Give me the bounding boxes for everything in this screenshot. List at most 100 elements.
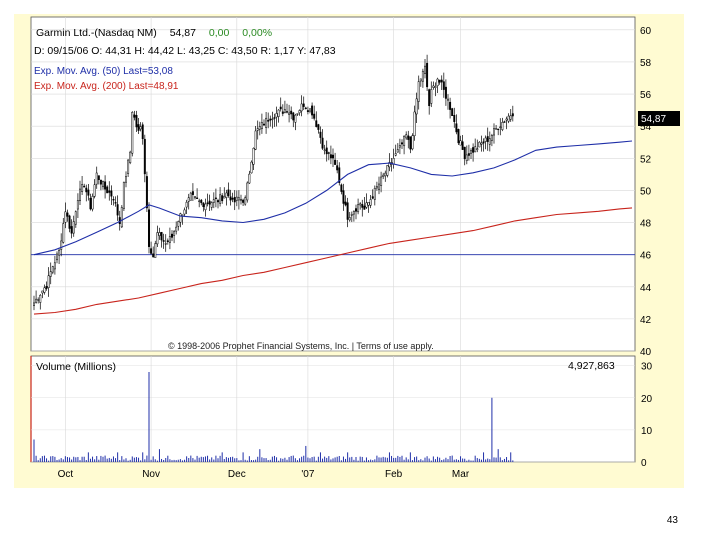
- candle-body: [248, 173, 251, 184]
- candle-body: [350, 214, 353, 216]
- candle-body: [160, 231, 163, 241]
- candle-body: [444, 86, 447, 99]
- candle-body: [357, 204, 360, 213]
- candle-body: [476, 148, 479, 151]
- candle-body: [275, 113, 278, 118]
- candle-body: [39, 294, 42, 303]
- candle-body: [152, 253, 155, 258]
- month-label: Dec: [228, 469, 246, 480]
- month-label: Nov: [142, 469, 160, 480]
- candle-body: [214, 197, 217, 199]
- candle-body: [43, 287, 46, 293]
- volume-last-value: 4,927,863: [568, 360, 615, 372]
- ema-200-line: [33, 207, 633, 315]
- candle-body: [438, 79, 441, 83]
- candle-body: [384, 172, 387, 177]
- candle-body: [133, 114, 136, 118]
- candle-body: [413, 111, 416, 137]
- candle-body: [325, 147, 328, 155]
- candle-body: [110, 190, 113, 197]
- page-number: 43: [666, 515, 678, 526]
- candle-body: [108, 190, 111, 193]
- candle-body: [394, 153, 397, 156]
- candle-body: [135, 115, 138, 128]
- candle-body: [329, 154, 332, 159]
- candle-body: [296, 113, 299, 115]
- candle-body: [503, 121, 506, 123]
- price-tick-label: 50: [640, 186, 652, 197]
- candle-body: [56, 253, 58, 261]
- candle-body: [436, 78, 439, 86]
- candle-body: [97, 175, 100, 180]
- candle-body: [237, 197, 240, 201]
- price-plot-area: [30, 16, 636, 352]
- candle-body: [210, 202, 213, 208]
- price-tick-label: 40: [640, 347, 652, 358]
- candle-body: [332, 154, 334, 159]
- candle-body: [396, 149, 399, 153]
- candle-body: [428, 89, 431, 107]
- candle-body: [304, 107, 307, 110]
- candle-body: [64, 211, 67, 223]
- candle-body: [154, 243, 157, 258]
- candle-body: [338, 167, 341, 183]
- candle-body: [490, 135, 493, 141]
- candle-body: [302, 103, 305, 107]
- price-candles: [33, 54, 514, 311]
- candle-body: [411, 135, 414, 150]
- candle-body: [488, 138, 491, 145]
- volume-tick-label: 10: [641, 426, 653, 437]
- candle-body: [175, 226, 178, 232]
- candle-body: [365, 202, 368, 208]
- candle-body: [81, 184, 84, 192]
- candle-body: [141, 124, 144, 139]
- candle-body: [35, 298, 38, 303]
- candle-body: [432, 85, 435, 88]
- candle-body: [102, 181, 104, 188]
- candle-body: [288, 112, 291, 115]
- candle-body: [371, 196, 374, 199]
- candle-body: [271, 118, 274, 121]
- candle-body: [263, 123, 265, 126]
- ema-200-label: Exp. Mov. Avg. (200) Last=48,91: [34, 81, 179, 92]
- candle-body: [363, 205, 366, 210]
- candle-body: [424, 65, 426, 74]
- price-tick-label: 42: [640, 315, 652, 326]
- candle-body: [162, 240, 165, 242]
- candle-body: [181, 214, 184, 216]
- candle-body: [292, 112, 295, 121]
- candle-body: [191, 191, 194, 195]
- candle-body: [352, 211, 355, 215]
- candle-body: [382, 174, 385, 177]
- candle-body: [267, 119, 270, 122]
- candle-body: [204, 203, 207, 211]
- candle-body: [256, 128, 259, 131]
- candle-body: [369, 199, 372, 206]
- candle-body: [472, 147, 475, 153]
- candle-body: [37, 299, 40, 301]
- candle-body: [246, 182, 249, 201]
- candle-body: [49, 271, 52, 277]
- candle-body: [223, 196, 226, 199]
- candle-body: [306, 110, 309, 112]
- candle-body: [221, 195, 224, 202]
- candle-body: [244, 197, 247, 205]
- candle-body: [129, 151, 132, 163]
- candle-body: [189, 192, 192, 201]
- candle-body: [148, 209, 150, 247]
- candle-body: [409, 136, 412, 150]
- candle-body: [499, 126, 502, 128]
- candle-body: [459, 140, 462, 146]
- candle-body: [509, 115, 512, 120]
- candle-body: [474, 146, 477, 153]
- candle-body: [137, 124, 140, 131]
- candle-body: [478, 141, 481, 148]
- candle-body: [463, 146, 466, 160]
- candle-body: [62, 223, 65, 243]
- month-label: Feb: [385, 469, 403, 480]
- candle-body: [505, 118, 508, 121]
- candle-body: [185, 201, 188, 208]
- candle-body: [233, 197, 236, 203]
- candle-body: [480, 142, 483, 145]
- candle-body: [467, 153, 470, 156]
